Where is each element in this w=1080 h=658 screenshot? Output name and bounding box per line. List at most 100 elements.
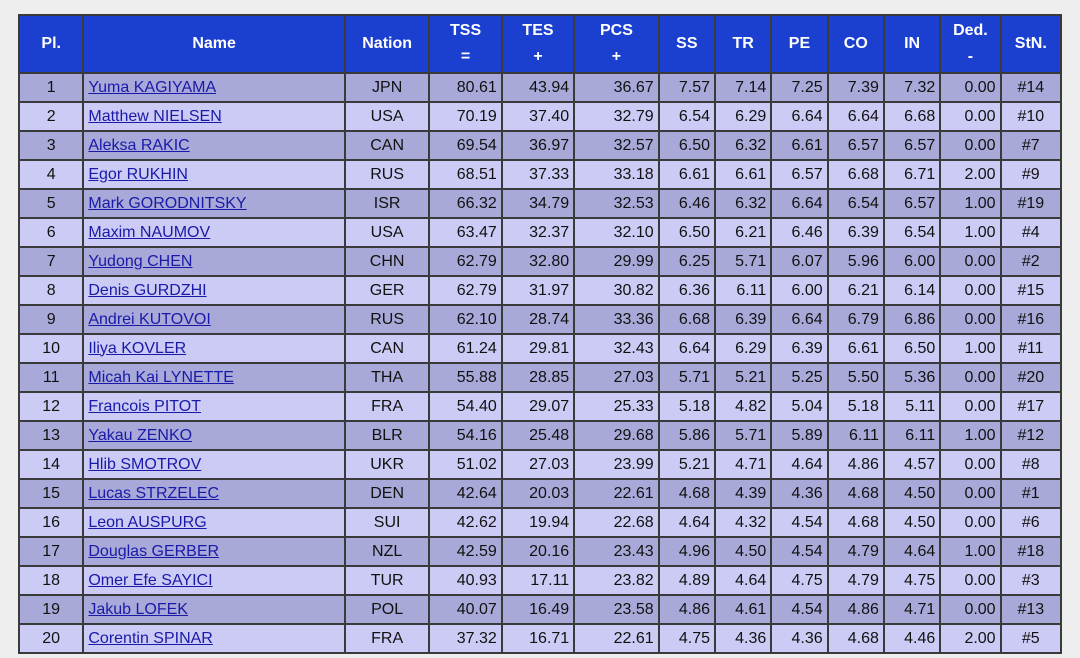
cell-pe: 6.46 <box>772 219 827 246</box>
cell-stn: #12 <box>1001 422 1060 449</box>
cell-ss: 4.96 <box>659 538 714 565</box>
table-row: 7 Yudong CHEN CHN 62.79 32.80 29.99 6.25 5.71 6.… <box>20 248 1060 275</box>
cell-pl: 19 <box>20 596 83 623</box>
cell-nation: NZL <box>345 538 429 565</box>
column-header-tr: TR <box>715 16 771 72</box>
cell-ss: 6.36 <box>659 277 714 304</box>
cell-nation: BLR <box>345 422 429 449</box>
cell-pcs: 32.10 <box>575 219 658 246</box>
cell-name: Hlib SMOTROV <box>84 451 344 478</box>
table-row: 2 Matthew NIELSEN USA 70.19 37.40 32.79 6.54 6.… <box>20 103 1060 130</box>
cell-pl: 2 <box>20 103 83 130</box>
skater-name-link[interactable]: Aleksa RAKIC <box>88 136 190 154</box>
cell-stn: #19 <box>1001 190 1060 217</box>
cell-in: 6.54 <box>884 219 940 246</box>
cell-pe: 7.25 <box>772 74 827 101</box>
skater-name-link[interactable]: Matthew NIELSEN <box>88 107 222 125</box>
cell-pcs: 29.99 <box>575 248 658 275</box>
skater-name-link[interactable]: Andrei KUTOVOI <box>88 310 211 328</box>
cell-ded: 0.00 <box>941 451 1000 478</box>
skater-name-link[interactable]: Iliya KOVLER <box>88 339 187 357</box>
cell-tes: 20.03 <box>502 480 574 507</box>
cell-tss: 66.32 <box>430 190 501 217</box>
cell-co: 4.79 <box>828 538 883 565</box>
column-header-pcs: PCS + <box>575 16 658 72</box>
cell-stn: #10 <box>1001 103 1060 130</box>
cell-co: 5.50 <box>828 364 883 391</box>
cell-pl: 9 <box>20 306 83 333</box>
cell-co: 6.68 <box>828 161 883 188</box>
cell-pcs: 22.61 <box>575 625 658 652</box>
cell-pl: 12 <box>20 393 83 420</box>
cell-stn: #17 <box>1001 393 1060 420</box>
cell-ss: 4.86 <box>659 596 714 623</box>
cell-ss: 6.46 <box>659 190 714 217</box>
cell-stn: #14 <box>1001 74 1060 101</box>
skater-name-link[interactable]: Mark GORODNITSKY <box>88 194 247 212</box>
cell-in: 4.64 <box>884 538 940 565</box>
skater-name-link[interactable]: Jakub LOFEK <box>88 600 188 618</box>
skater-name-link[interactable]: Micah Kai LYNETTE <box>88 368 234 386</box>
column-header-operator: = <box>460 48 471 65</box>
cell-pe: 4.54 <box>772 538 827 565</box>
cell-name: Egor RUKHIN <box>84 161 344 188</box>
table-row: 11 Micah Kai LYNETTE THA 55.88 28.85 27.03 5.7… <box>20 364 1060 391</box>
column-header-label: PCS <box>599 22 633 39</box>
skater-name-link[interactable]: Yuma KAGIYAMA <box>88 78 217 96</box>
cell-co: 6.11 <box>828 422 883 449</box>
cell-tes: 29.07 <box>502 393 574 420</box>
skater-name-link[interactable]: Yudong CHEN <box>88 252 193 270</box>
cell-ss: 6.61 <box>659 161 714 188</box>
cell-tr: 6.32 <box>715 190 771 217</box>
cell-ded: 0.00 <box>941 248 1000 275</box>
skater-name-link[interactable]: Denis GURDZHI <box>88 281 207 299</box>
cell-ss: 6.50 <box>659 219 714 246</box>
skater-name-link[interactable]: Francois PITOT <box>88 397 201 415</box>
cell-ded: 1.00 <box>941 538 1000 565</box>
cell-in: 6.86 <box>884 306 940 333</box>
cell-nation: USA <box>345 219 429 246</box>
cell-tes: 31.97 <box>502 277 574 304</box>
cell-pl: 14 <box>20 451 83 478</box>
skater-name-link[interactable]: Egor RUKHIN <box>88 165 188 183</box>
column-header-in: IN <box>884 16 940 72</box>
cell-co: 6.64 <box>828 103 883 130</box>
cell-pcs: 32.53 <box>575 190 658 217</box>
cell-stn: #16 <box>1001 306 1060 333</box>
cell-co: 6.39 <box>828 219 883 246</box>
cell-name: Lucas STRZELEC <box>84 480 344 507</box>
cell-nation: FRA <box>345 625 429 652</box>
cell-pl: 15 <box>20 480 83 507</box>
cell-ded: 2.00 <box>941 625 1000 652</box>
table-row: 18 Omer Efe SAYICI TUR 40.93 17.11 23.82 4.89 4… <box>20 567 1060 594</box>
column-header-label: TR <box>732 35 754 52</box>
cell-tr: 6.29 <box>715 103 771 130</box>
cell-name: Maxim NAUMOV <box>84 219 344 246</box>
cell-in: 5.11 <box>884 393 940 420</box>
cell-tes: 32.37 <box>502 219 574 246</box>
cell-tr: 5.71 <box>715 422 771 449</box>
cell-tes: 28.74 <box>502 306 574 333</box>
skater-name-link[interactable]: Maxim NAUMOV <box>88 223 211 241</box>
table-row: 13 Yakau ZENKO BLR 54.16 25.48 29.68 5.86 5.71 5… <box>20 422 1060 449</box>
table-row: 8 Denis GURDZHI GER 62.79 31.97 30.82 6.36 6.11… <box>20 277 1060 304</box>
cell-ded: 1.00 <box>941 190 1000 217</box>
skater-name-link[interactable]: Leon AUSPURG <box>88 513 207 531</box>
cell-pe: 6.64 <box>772 103 827 130</box>
table-row: 12 Francois PITOT FRA 54.40 29.07 25.33 5.18 4.… <box>20 393 1060 420</box>
cell-in: 4.75 <box>884 567 940 594</box>
cell-co: 5.18 <box>828 393 883 420</box>
cell-stn: #6 <box>1001 509 1060 536</box>
cell-tss: 68.51 <box>430 161 501 188</box>
skater-name-link[interactable]: Lucas STRZELEC <box>88 484 220 502</box>
skater-name-link[interactable]: Yakau ZENKO <box>88 426 193 444</box>
column-header-pl: Pl. <box>20 16 83 72</box>
skater-name-link[interactable]: Hlib SMOTROV <box>88 455 202 473</box>
cell-ss: 4.75 <box>659 625 714 652</box>
table-row: 3 Aleksa RAKIC CAN 69.54 36.97 32.57 6.50 6.32 6… <box>20 132 1060 159</box>
cell-co: 4.68 <box>828 509 883 536</box>
skater-name-link[interactable]: Omer Efe SAYICI <box>88 571 213 589</box>
skater-name-link[interactable]: Corentin SPINAR <box>88 629 213 647</box>
cell-co: 4.68 <box>828 480 883 507</box>
skater-name-link[interactable]: Douglas GERBER <box>88 542 220 560</box>
